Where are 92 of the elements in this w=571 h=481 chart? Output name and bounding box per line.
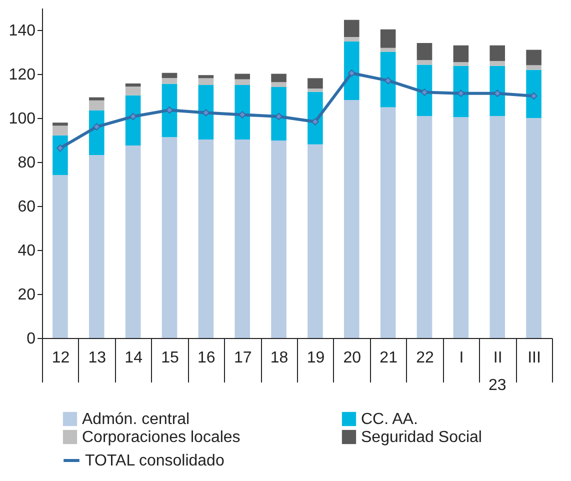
bar	[380, 29, 396, 48]
point	[348, 69, 356, 77]
bar	[490, 116, 506, 338]
bar	[344, 41, 360, 100]
bar	[453, 117, 469, 338]
bar	[162, 72, 178, 78]
x-tick-label: 20	[343, 350, 362, 366]
bar	[52, 122, 68, 126]
y-tick-label: 100	[8, 110, 36, 128]
bar	[416, 42, 432, 60]
bar	[453, 62, 469, 66]
x-tick-label: 21	[380, 350, 398, 366]
x-tick-label: 14	[124, 350, 143, 366]
point	[56, 144, 64, 152]
bar	[198, 75, 214, 78]
point	[129, 112, 137, 120]
x-tick-label: II	[493, 350, 502, 366]
legend-label: Admón. central	[82, 411, 190, 428]
bar	[88, 97, 104, 100]
y-tick-label: 140	[8, 22, 36, 40]
bar	[344, 37, 360, 42]
bar	[416, 64, 432, 116]
bar	[125, 83, 141, 87]
bar	[490, 66, 506, 116]
bar	[526, 70, 542, 118]
bar	[416, 60, 432, 65]
bar	[453, 66, 469, 118]
bar	[271, 140, 286, 338]
y-tick-label: 20	[18, 286, 36, 304]
bar	[88, 154, 104, 338]
bar	[162, 78, 178, 84]
bar	[271, 86, 286, 140]
bar	[125, 86, 141, 96]
point	[312, 118, 319, 126]
bar	[271, 74, 286, 82]
bar	[526, 65, 542, 70]
bar	[344, 20, 360, 38]
y-tick-label: 0	[26, 330, 36, 348]
bar	[198, 78, 214, 85]
bar	[380, 52, 396, 108]
text: 23	[488, 377, 506, 394]
bar	[234, 85, 250, 140]
bar	[416, 116, 432, 338]
bar	[308, 78, 323, 89]
bar	[308, 144, 323, 338]
point	[530, 92, 538, 100]
bar	[162, 84, 178, 138]
bar	[88, 110, 104, 155]
legend-label: TOTAL consolidado	[85, 452, 224, 470]
x-tick-label: 13	[88, 350, 106, 366]
bar	[125, 95, 141, 146]
y-tick-label: 40	[18, 242, 36, 260]
bar	[234, 140, 250, 338]
point	[275, 112, 282, 120]
bar	[234, 74, 250, 80]
bar	[52, 135, 68, 175]
bar	[308, 92, 323, 144]
bar	[52, 174, 68, 338]
x-tick-label: III	[528, 350, 541, 366]
bar	[490, 61, 506, 66]
y-tick-label: 80	[18, 154, 36, 172]
bar	[162, 137, 178, 338]
y-tick-label: 60	[18, 198, 36, 216]
bar	[526, 118, 542, 338]
bar	[198, 85, 214, 140]
bar	[88, 100, 104, 110]
bar	[344, 100, 360, 338]
bar	[380, 48, 396, 52]
bar	[380, 107, 396, 338]
x-tick-label: 12	[52, 350, 70, 366]
bar	[308, 88, 323, 92]
legend-label: CC. AA.	[361, 411, 418, 428]
bar	[526, 50, 542, 66]
x-tick-label: 22	[416, 350, 434, 366]
bar	[490, 45, 506, 62]
point	[384, 76, 392, 84]
bar	[125, 146, 141, 338]
x-tick-label: I	[459, 350, 464, 366]
bar	[52, 126, 68, 136]
x-tick-label: 18	[270, 350, 288, 366]
x-tick-label: 16	[198, 350, 216, 366]
y-tick-label: 120	[8, 66, 36, 84]
bar	[234, 79, 250, 85]
bar	[198, 140, 214, 338]
x-tick-label: 19	[306, 350, 325, 366]
bar	[453, 45, 469, 62]
legend-label: Corporaciones locales	[82, 429, 240, 446]
bar	[271, 82, 286, 87]
point	[92, 123, 100, 130]
legend-label: Seguridad Social	[361, 429, 482, 446]
x-tick-label: 17	[234, 350, 252, 366]
x-tick-label: 15	[161, 350, 179, 366]
